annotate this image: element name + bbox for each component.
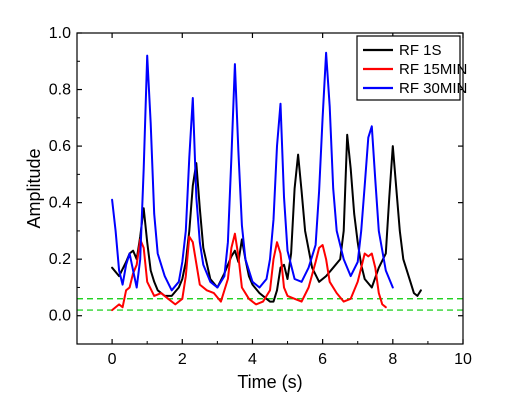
series-line-3: [111, 51, 394, 292]
legend: RF 1S RF 15MIN RF 30MIN: [356, 35, 467, 101]
x-tick-label: 10: [454, 351, 472, 368]
x-tick-label: 8: [388, 351, 397, 368]
x-axis-title: Time (s): [237, 372, 302, 392]
y-tick-label: 0.2: [49, 251, 71, 268]
legend-label-2: RF 15MIN: [399, 61, 467, 78]
legend-label-1: RF 1S: [399, 42, 442, 59]
plot-area: [77, 51, 463, 312]
series-line-1: [111, 133, 422, 303]
y-tick-label: 1.0: [49, 25, 71, 42]
series-line-2: [111, 232, 387, 312]
legend-label-3: RF 30MIN: [399, 80, 467, 97]
x-tick-label: 4: [248, 351, 257, 368]
y-tick-label: 0.4: [49, 195, 71, 212]
axes: 0 2 4 6 8 10 0.0 0.2 0.4 0.6 0.8 1.0: [49, 25, 472, 368]
y-tick-label: 0.8: [49, 82, 71, 99]
y-tick-label: 0.0: [49, 308, 71, 325]
y-axis-title: Amplitude: [24, 148, 44, 228]
y-tick-label: 0.6: [49, 138, 71, 155]
x-tick-label: 6: [318, 351, 327, 368]
plot-frame: [76, 32, 464, 345]
x-tick-label: 0: [108, 351, 117, 368]
x-tick-label: 2: [178, 351, 187, 368]
